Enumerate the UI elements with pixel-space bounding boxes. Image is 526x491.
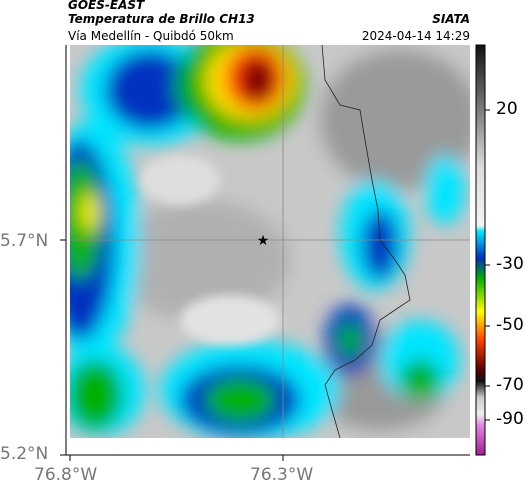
lat-label: 5.2°N (0, 444, 49, 464)
colorbar-tick-label: -30 (496, 254, 524, 274)
timestamp: 2024-04-14 14:29 (361, 29, 470, 43)
colorbar-tick-label: -90 (496, 409, 524, 429)
brand: SIATA (432, 12, 470, 26)
subtitle: Vía Medellín - Quibdó 50km (68, 29, 234, 43)
lat-label: 5.7°N (0, 231, 49, 251)
lon-label: 76.3°W (250, 465, 314, 485)
colorbar-tick-label: 20 (496, 99, 518, 119)
title: Temperatura de Brillo CH13 (68, 12, 255, 26)
colorbar-tick-label: -50 (496, 315, 524, 335)
lon-label: 76.8°W (34, 465, 98, 485)
source: GOES-EAST (68, 0, 145, 12)
svg-text:★: ★ (257, 233, 270, 249)
colorbar (475, 44, 486, 456)
colorbar-tick-label: -70 (496, 375, 524, 395)
satellite-image: ★ (70, 45, 470, 438)
